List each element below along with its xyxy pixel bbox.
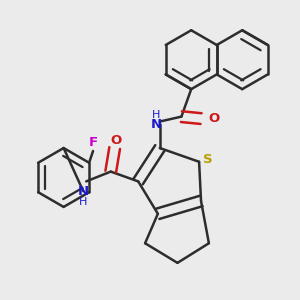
Text: N: N — [150, 118, 161, 131]
Text: F: F — [88, 136, 98, 148]
Text: H: H — [79, 197, 87, 207]
Text: O: O — [110, 134, 121, 147]
Text: N: N — [78, 185, 89, 198]
Text: S: S — [203, 153, 213, 166]
Text: H: H — [152, 110, 160, 120]
Text: O: O — [208, 112, 219, 125]
